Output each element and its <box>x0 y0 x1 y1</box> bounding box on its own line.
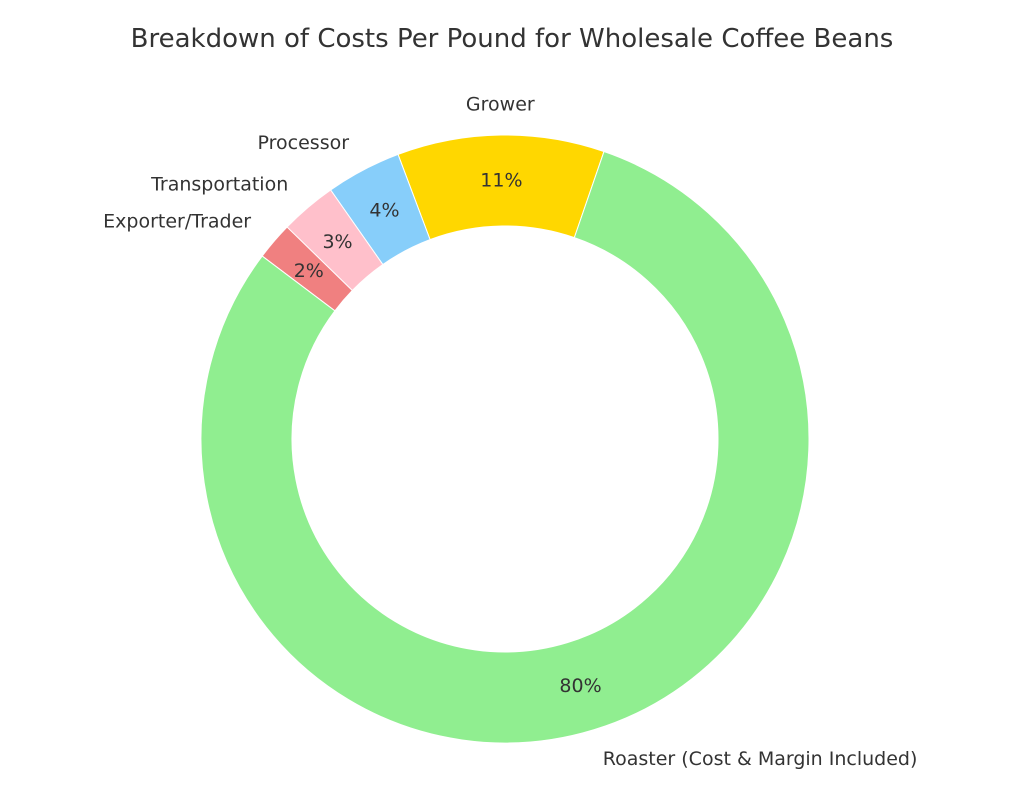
category-label-exporter-trader: Exporter/Trader <box>103 210 251 232</box>
category-label-processor: Processor <box>258 132 350 154</box>
labels-group: 11% Grower 4% Processor 3% Transportation 2% Ex… <box>103 94 917 770</box>
chart-title: Breakdown of Costs Per Pound for Wholesa… <box>130 24 894 54</box>
pct-label-roaster-cost-margin-included: 80% <box>559 675 601 697</box>
category-label-grower: Grower <box>466 94 535 116</box>
pct-label-transportation: 3% <box>322 231 352 253</box>
pct-label-exporter-trader: 2% <box>294 260 324 282</box>
slices-group <box>200 134 810 744</box>
pct-label-grower: 11% <box>480 170 522 192</box>
category-label-transportation: Transportation <box>150 173 288 195</box>
pct-label-processor: 4% <box>369 199 399 221</box>
category-label-roaster-cost-margin-included: Roaster (Cost & Margin Included) <box>603 748 918 770</box>
slice-roaster-cost-margin-included <box>200 150 810 744</box>
